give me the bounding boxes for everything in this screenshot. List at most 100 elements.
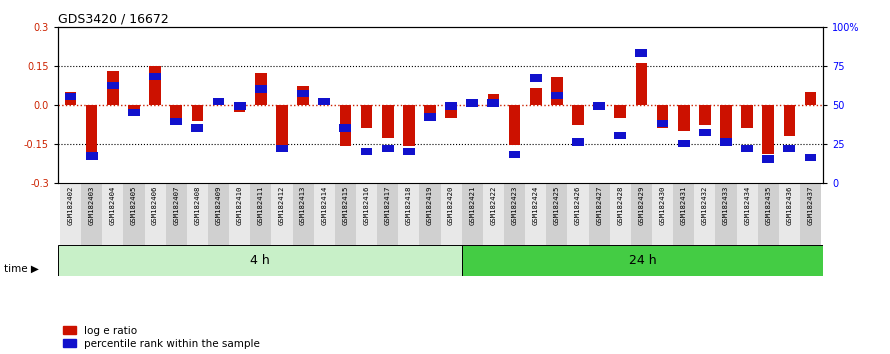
- Text: GSM182413: GSM182413: [300, 185, 306, 225]
- Bar: [783, 104, 796, 136]
- Text: GSM182421: GSM182421: [469, 185, 475, 225]
- Bar: [187, 183, 208, 245]
- Text: GDS3420 / 16672: GDS3420 / 16672: [58, 12, 168, 25]
- Bar: [128, 104, 140, 110]
- Bar: [335, 183, 356, 245]
- Bar: [208, 183, 229, 245]
- Legend: log e ratio, percentile rank within the sample: log e ratio, percentile rank within the …: [63, 326, 260, 349]
- Text: GSM182403: GSM182403: [89, 185, 94, 225]
- Bar: [588, 183, 610, 245]
- Text: GSM182424: GSM182424: [533, 185, 538, 225]
- Bar: [65, 92, 77, 104]
- Text: GSM182422: GSM182422: [490, 185, 497, 225]
- Text: GSM182405: GSM182405: [131, 185, 137, 225]
- Text: time ▶: time ▶: [4, 264, 39, 274]
- Bar: [657, 120, 668, 127]
- Bar: [657, 104, 668, 128]
- Bar: [398, 183, 419, 245]
- Text: GSM182434: GSM182434: [744, 185, 750, 225]
- Bar: [340, 104, 352, 146]
- Text: GSM182425: GSM182425: [554, 185, 560, 225]
- Bar: [678, 104, 690, 131]
- Text: 24 h: 24 h: [628, 254, 656, 267]
- Bar: [530, 74, 542, 82]
- Bar: [319, 99, 330, 104]
- Bar: [551, 92, 562, 99]
- Text: GSM182436: GSM182436: [787, 185, 792, 225]
- Bar: [255, 73, 267, 104]
- Bar: [673, 183, 694, 245]
- Bar: [530, 88, 541, 104]
- Bar: [483, 183, 504, 245]
- Text: GSM182428: GSM182428: [618, 185, 623, 225]
- Bar: [805, 92, 816, 104]
- Bar: [610, 183, 631, 245]
- Bar: [124, 183, 144, 245]
- Bar: [213, 99, 224, 104]
- Text: GSM182433: GSM182433: [723, 185, 729, 225]
- Bar: [107, 71, 118, 104]
- Bar: [614, 104, 626, 118]
- Bar: [631, 183, 652, 245]
- Bar: [504, 183, 525, 245]
- Bar: [250, 183, 271, 245]
- Bar: [525, 183, 546, 245]
- Text: GSM182409: GSM182409: [215, 185, 222, 225]
- Bar: [424, 113, 436, 121]
- Bar: [191, 104, 203, 121]
- Bar: [144, 183, 166, 245]
- Bar: [191, 124, 203, 132]
- Text: GSM182435: GSM182435: [765, 185, 772, 225]
- Bar: [60, 183, 81, 245]
- Text: GSM182429: GSM182429: [638, 185, 644, 225]
- Text: GSM182402: GSM182402: [68, 185, 74, 225]
- Bar: [213, 98, 224, 105]
- Bar: [720, 104, 732, 143]
- Bar: [445, 104, 457, 118]
- Text: GSM182426: GSM182426: [575, 185, 581, 225]
- Bar: [445, 102, 457, 110]
- Bar: [635, 50, 647, 57]
- Bar: [150, 66, 161, 104]
- Bar: [271, 183, 293, 245]
- Bar: [594, 102, 605, 110]
- Bar: [360, 148, 373, 155]
- Text: GSM182412: GSM182412: [279, 185, 285, 225]
- Bar: [441, 183, 462, 245]
- Bar: [356, 183, 377, 245]
- Bar: [107, 82, 118, 90]
- Bar: [339, 124, 352, 132]
- Bar: [360, 104, 372, 128]
- Bar: [572, 138, 584, 145]
- Bar: [229, 183, 250, 245]
- Bar: [293, 183, 313, 245]
- Bar: [757, 183, 779, 245]
- Text: GSM182419: GSM182419: [427, 185, 433, 225]
- Bar: [313, 183, 335, 245]
- Bar: [572, 104, 584, 125]
- Text: GSM182417: GSM182417: [384, 185, 391, 225]
- Bar: [551, 77, 562, 104]
- Text: GSM182420: GSM182420: [449, 185, 454, 225]
- Bar: [546, 183, 568, 245]
- Bar: [699, 129, 711, 136]
- Bar: [58, 245, 462, 276]
- Bar: [763, 155, 774, 163]
- Bar: [741, 144, 753, 152]
- Bar: [737, 183, 757, 245]
- Bar: [425, 104, 436, 118]
- Bar: [85, 152, 98, 160]
- Text: GSM182427: GSM182427: [596, 185, 603, 225]
- Text: GSM182404: GSM182404: [109, 185, 116, 225]
- Text: GSM182414: GSM182414: [321, 185, 328, 225]
- Bar: [403, 104, 415, 146]
- Text: GSM182432: GSM182432: [702, 185, 708, 225]
- Bar: [594, 104, 605, 110]
- Bar: [694, 183, 716, 245]
- Bar: [377, 183, 398, 245]
- Bar: [234, 102, 246, 110]
- Text: GSM182423: GSM182423: [512, 185, 518, 225]
- Bar: [466, 99, 478, 107]
- Bar: [85, 104, 98, 154]
- Bar: [276, 144, 287, 152]
